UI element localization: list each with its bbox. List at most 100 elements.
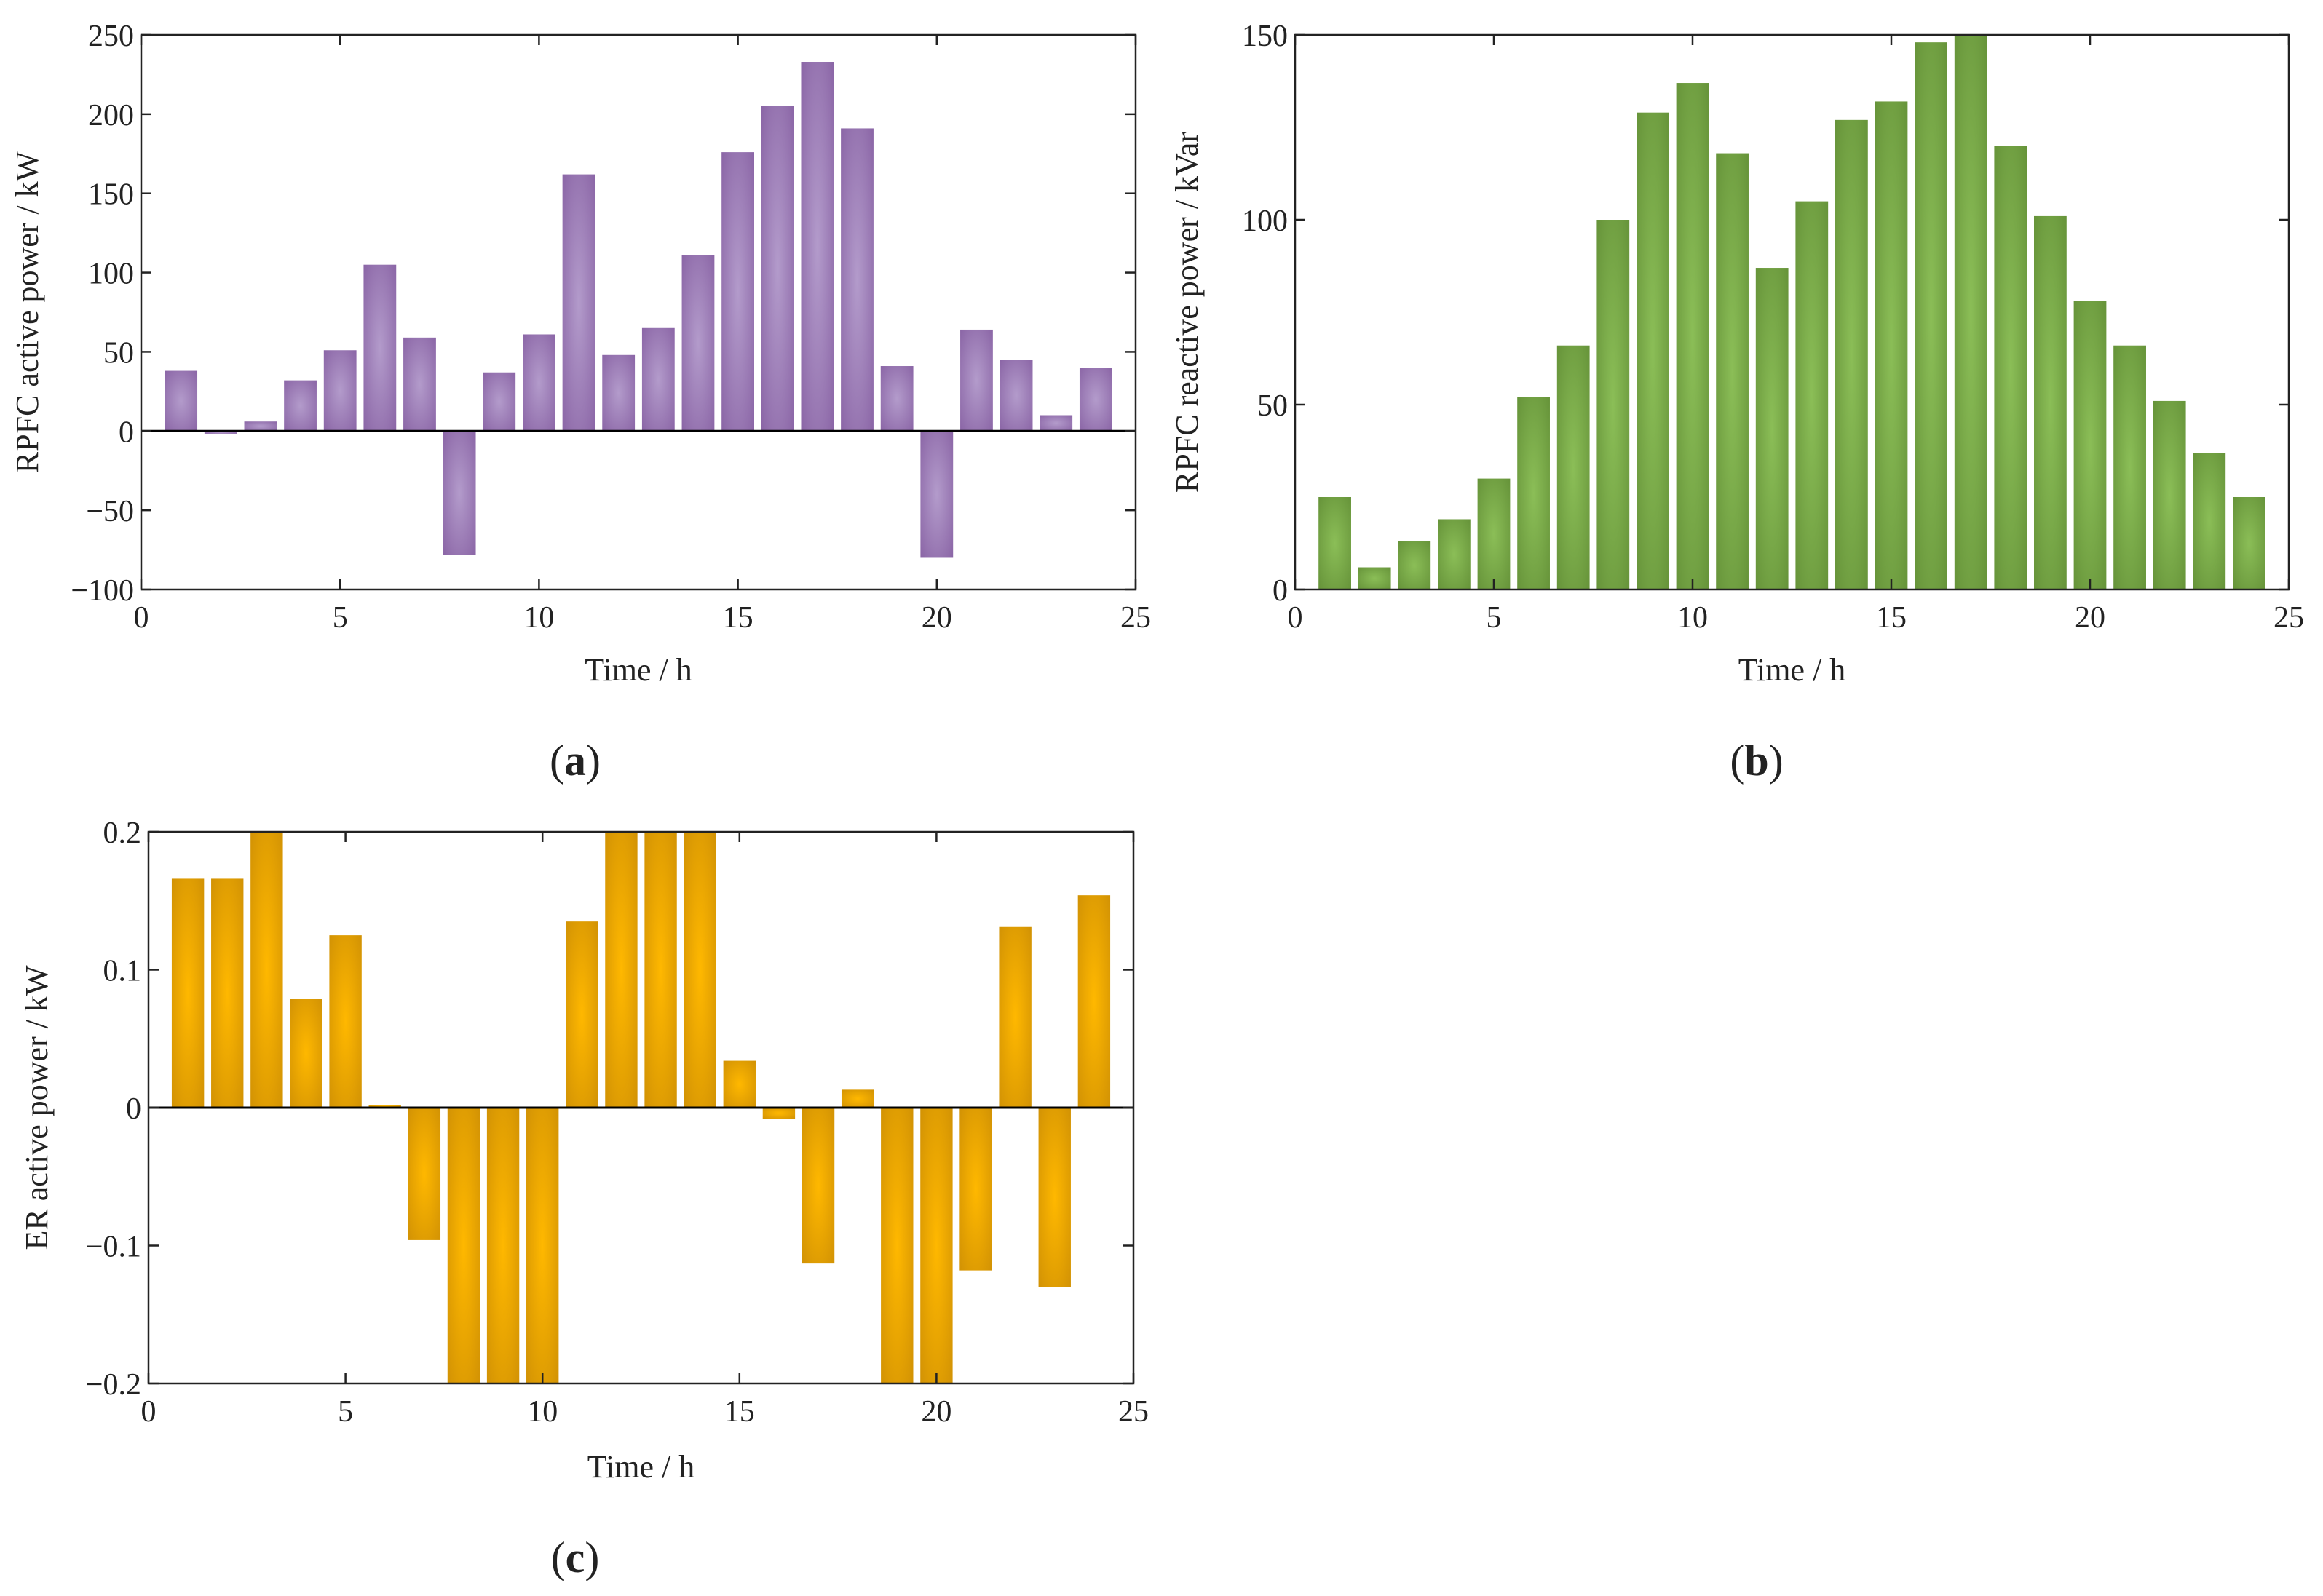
bar-15 xyxy=(721,152,754,432)
x-tick-label: 0 xyxy=(134,601,149,635)
bar-23 xyxy=(1038,1108,1071,1287)
caption: (b) xyxy=(1730,737,1783,785)
y-tick-label: 50 xyxy=(103,336,134,370)
bar-2 xyxy=(211,878,244,1108)
caption: (a) xyxy=(550,737,601,785)
bar-12 xyxy=(602,354,636,432)
x-tick-label: 5 xyxy=(338,1395,353,1429)
bars xyxy=(171,832,1111,1383)
y-tick-label: 0 xyxy=(126,1092,141,1126)
bar-12 xyxy=(1755,268,1789,589)
y-tick-label: −50 xyxy=(86,495,134,528)
bar-23 xyxy=(2193,453,2226,589)
bar-4 xyxy=(284,380,317,432)
caption-letter: b xyxy=(1744,737,1768,785)
plot-area xyxy=(141,35,1136,589)
bar-5 xyxy=(1477,478,1511,589)
bar-3 xyxy=(244,421,277,432)
bar-24 xyxy=(1077,895,1111,1108)
bar-19 xyxy=(881,1108,914,1383)
x-axis-label: Time / h xyxy=(585,652,692,688)
bar-12 xyxy=(605,832,638,1108)
x-tick-label: 0 xyxy=(141,1395,157,1429)
x-tick-label: 25 xyxy=(1118,1395,1149,1429)
y-tick-label: −100 xyxy=(71,574,134,608)
y-tick-label: 0.2 xyxy=(103,817,142,850)
bar-1 xyxy=(171,878,205,1108)
y-tick-label: −0.2 xyxy=(86,1368,141,1402)
x-tick-label: 10 xyxy=(1677,601,1708,635)
bar-16 xyxy=(1915,42,1947,590)
caption-letter: c xyxy=(566,1533,585,1581)
bar-8 xyxy=(443,431,476,555)
x-tick-label: 20 xyxy=(922,601,952,635)
caption: (c) xyxy=(551,1533,600,1581)
x-tick-label: 15 xyxy=(723,601,753,635)
bar-17 xyxy=(801,62,834,432)
bar-16 xyxy=(761,106,794,432)
bars xyxy=(165,62,1112,558)
x-tick-label: 5 xyxy=(333,601,348,635)
bar-16 xyxy=(762,1108,796,1119)
y-tick-label: 100 xyxy=(88,258,134,291)
bar-22 xyxy=(1000,360,1033,432)
plot-frame xyxy=(140,33,1137,591)
y-tick-label: 0 xyxy=(119,416,134,449)
bar-10 xyxy=(526,1108,559,1383)
bar-11 xyxy=(1716,153,1749,589)
bar-5 xyxy=(323,350,357,432)
x-tick-label: 20 xyxy=(921,1395,951,1429)
chart-c: 0 5 10 15 20 25 −0.2 −0.1 0 0.1 0.2 Time / h ER acti… xyxy=(19,817,1149,1581)
y-tick-label: 150 xyxy=(1242,20,1288,53)
x-axis-label: Time / h xyxy=(1738,652,1846,688)
bar-18 xyxy=(841,1089,874,1108)
x-tick-label: 20 xyxy=(2075,601,2105,635)
y-tick-label: 100 xyxy=(1242,205,1288,238)
bar-20 xyxy=(920,431,954,558)
x-tick-label: 25 xyxy=(1120,601,1151,635)
bar-9 xyxy=(486,1108,520,1383)
bar-7 xyxy=(408,1108,441,1240)
y-tick-label: 0.1 xyxy=(103,955,142,988)
y-axis-label: RPFC reactive power / kVar xyxy=(1169,132,1205,493)
bar-24 xyxy=(1079,368,1112,432)
bar-8 xyxy=(447,1108,480,1383)
bar-19 xyxy=(880,366,914,432)
x-tick-label: 25 xyxy=(2273,601,2304,635)
bar-4 xyxy=(1438,519,1471,589)
bar-20 xyxy=(920,1108,953,1383)
chart-a: 0 5 10 15 20 25 −100 −50 0 50 100 150 200 250 Time / h… xyxy=(9,20,1151,785)
bar-23 xyxy=(1040,415,1073,432)
x-tick-label: 10 xyxy=(523,601,554,635)
bar-9 xyxy=(483,372,516,432)
bar-22 xyxy=(2153,400,2186,589)
bar-11 xyxy=(562,174,595,432)
bar-20 xyxy=(2073,301,2107,589)
bar-13 xyxy=(1795,201,1829,590)
y-tick-label: 150 xyxy=(88,178,134,212)
x-tick-label: 15 xyxy=(724,1395,755,1429)
plot-frame xyxy=(1294,33,2290,591)
bar-8 xyxy=(1596,220,1630,589)
bar-11 xyxy=(566,921,598,1108)
y-axis-label: RPFC active power / kW xyxy=(9,151,45,473)
bar-15 xyxy=(1875,101,1908,589)
bar-18 xyxy=(1994,146,2027,589)
x-tick-label: 0 xyxy=(1288,601,1303,635)
bar-1 xyxy=(1318,497,1351,589)
bar-6 xyxy=(368,1105,401,1108)
bar-3 xyxy=(1398,541,1431,589)
x-axis-label: Time / h xyxy=(587,1449,695,1485)
x-tick-label: 15 xyxy=(1876,601,1907,635)
bar-14 xyxy=(681,255,715,432)
bar-14 xyxy=(1835,119,1868,590)
bar-2 xyxy=(204,431,237,434)
chart-b: 0 5 10 15 20 25 0 50 100 150 Time / h RPFC reactive… xyxy=(1169,20,2304,785)
bar-21 xyxy=(2113,345,2146,589)
bar-19 xyxy=(2034,215,2067,589)
bar-17 xyxy=(802,1108,835,1264)
bar-15 xyxy=(723,1060,756,1108)
bar-10 xyxy=(1676,83,1709,590)
bar-24 xyxy=(2233,497,2265,589)
